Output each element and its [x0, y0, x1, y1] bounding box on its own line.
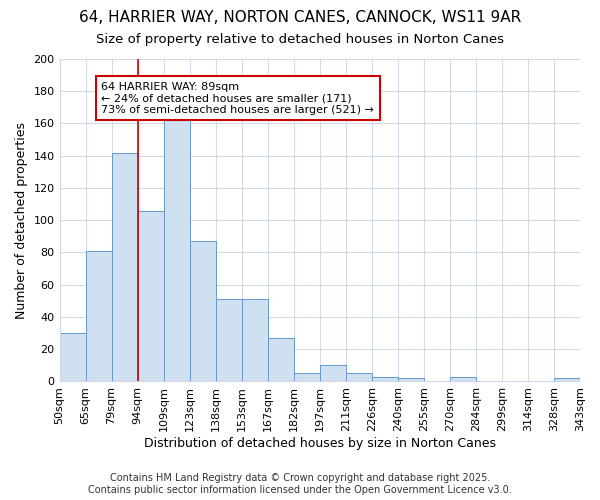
- Bar: [164, 116, 190, 382]
- Bar: [59, 333, 86, 382]
- Bar: [137, 210, 164, 382]
- X-axis label: Distribution of detached houses by size in Norton Canes: Distribution of detached houses by size …: [144, 437, 496, 450]
- Text: Contains HM Land Registry data © Crown copyright and database right 2025.
Contai: Contains HM Land Registry data © Crown c…: [88, 474, 512, 495]
- Text: Size of property relative to detached houses in Norton Canes: Size of property relative to detached ho…: [96, 32, 504, 46]
- Bar: [450, 376, 476, 382]
- Text: 64, HARRIER WAY, NORTON CANES, CANNOCK, WS11 9AR: 64, HARRIER WAY, NORTON CANES, CANNOCK, …: [79, 10, 521, 25]
- Bar: [294, 374, 320, 382]
- Bar: [86, 251, 112, 382]
- Bar: [215, 299, 242, 382]
- Bar: [320, 366, 346, 382]
- Text: 64 HARRIER WAY: 89sqm
← 24% of detached houses are smaller (171)
73% of semi-det: 64 HARRIER WAY: 89sqm ← 24% of detached …: [101, 82, 374, 115]
- Bar: [112, 152, 137, 382]
- Bar: [242, 299, 268, 382]
- Bar: [372, 376, 398, 382]
- Bar: [190, 241, 215, 382]
- Y-axis label: Number of detached properties: Number of detached properties: [15, 122, 28, 318]
- Bar: [346, 374, 372, 382]
- Bar: [554, 378, 580, 382]
- Bar: [268, 338, 294, 382]
- Bar: [398, 378, 424, 382]
